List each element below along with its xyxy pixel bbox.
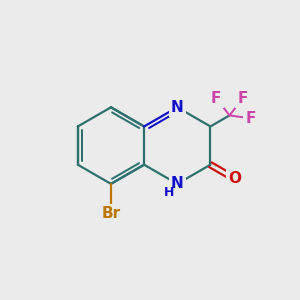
Text: F: F bbox=[211, 91, 221, 106]
Text: N: N bbox=[171, 100, 184, 115]
Text: Br: Br bbox=[101, 206, 121, 221]
Text: H: H bbox=[164, 186, 174, 199]
Text: N: N bbox=[171, 176, 184, 191]
Text: O: O bbox=[228, 171, 241, 186]
Text: F: F bbox=[245, 111, 256, 126]
Text: F: F bbox=[238, 91, 248, 106]
